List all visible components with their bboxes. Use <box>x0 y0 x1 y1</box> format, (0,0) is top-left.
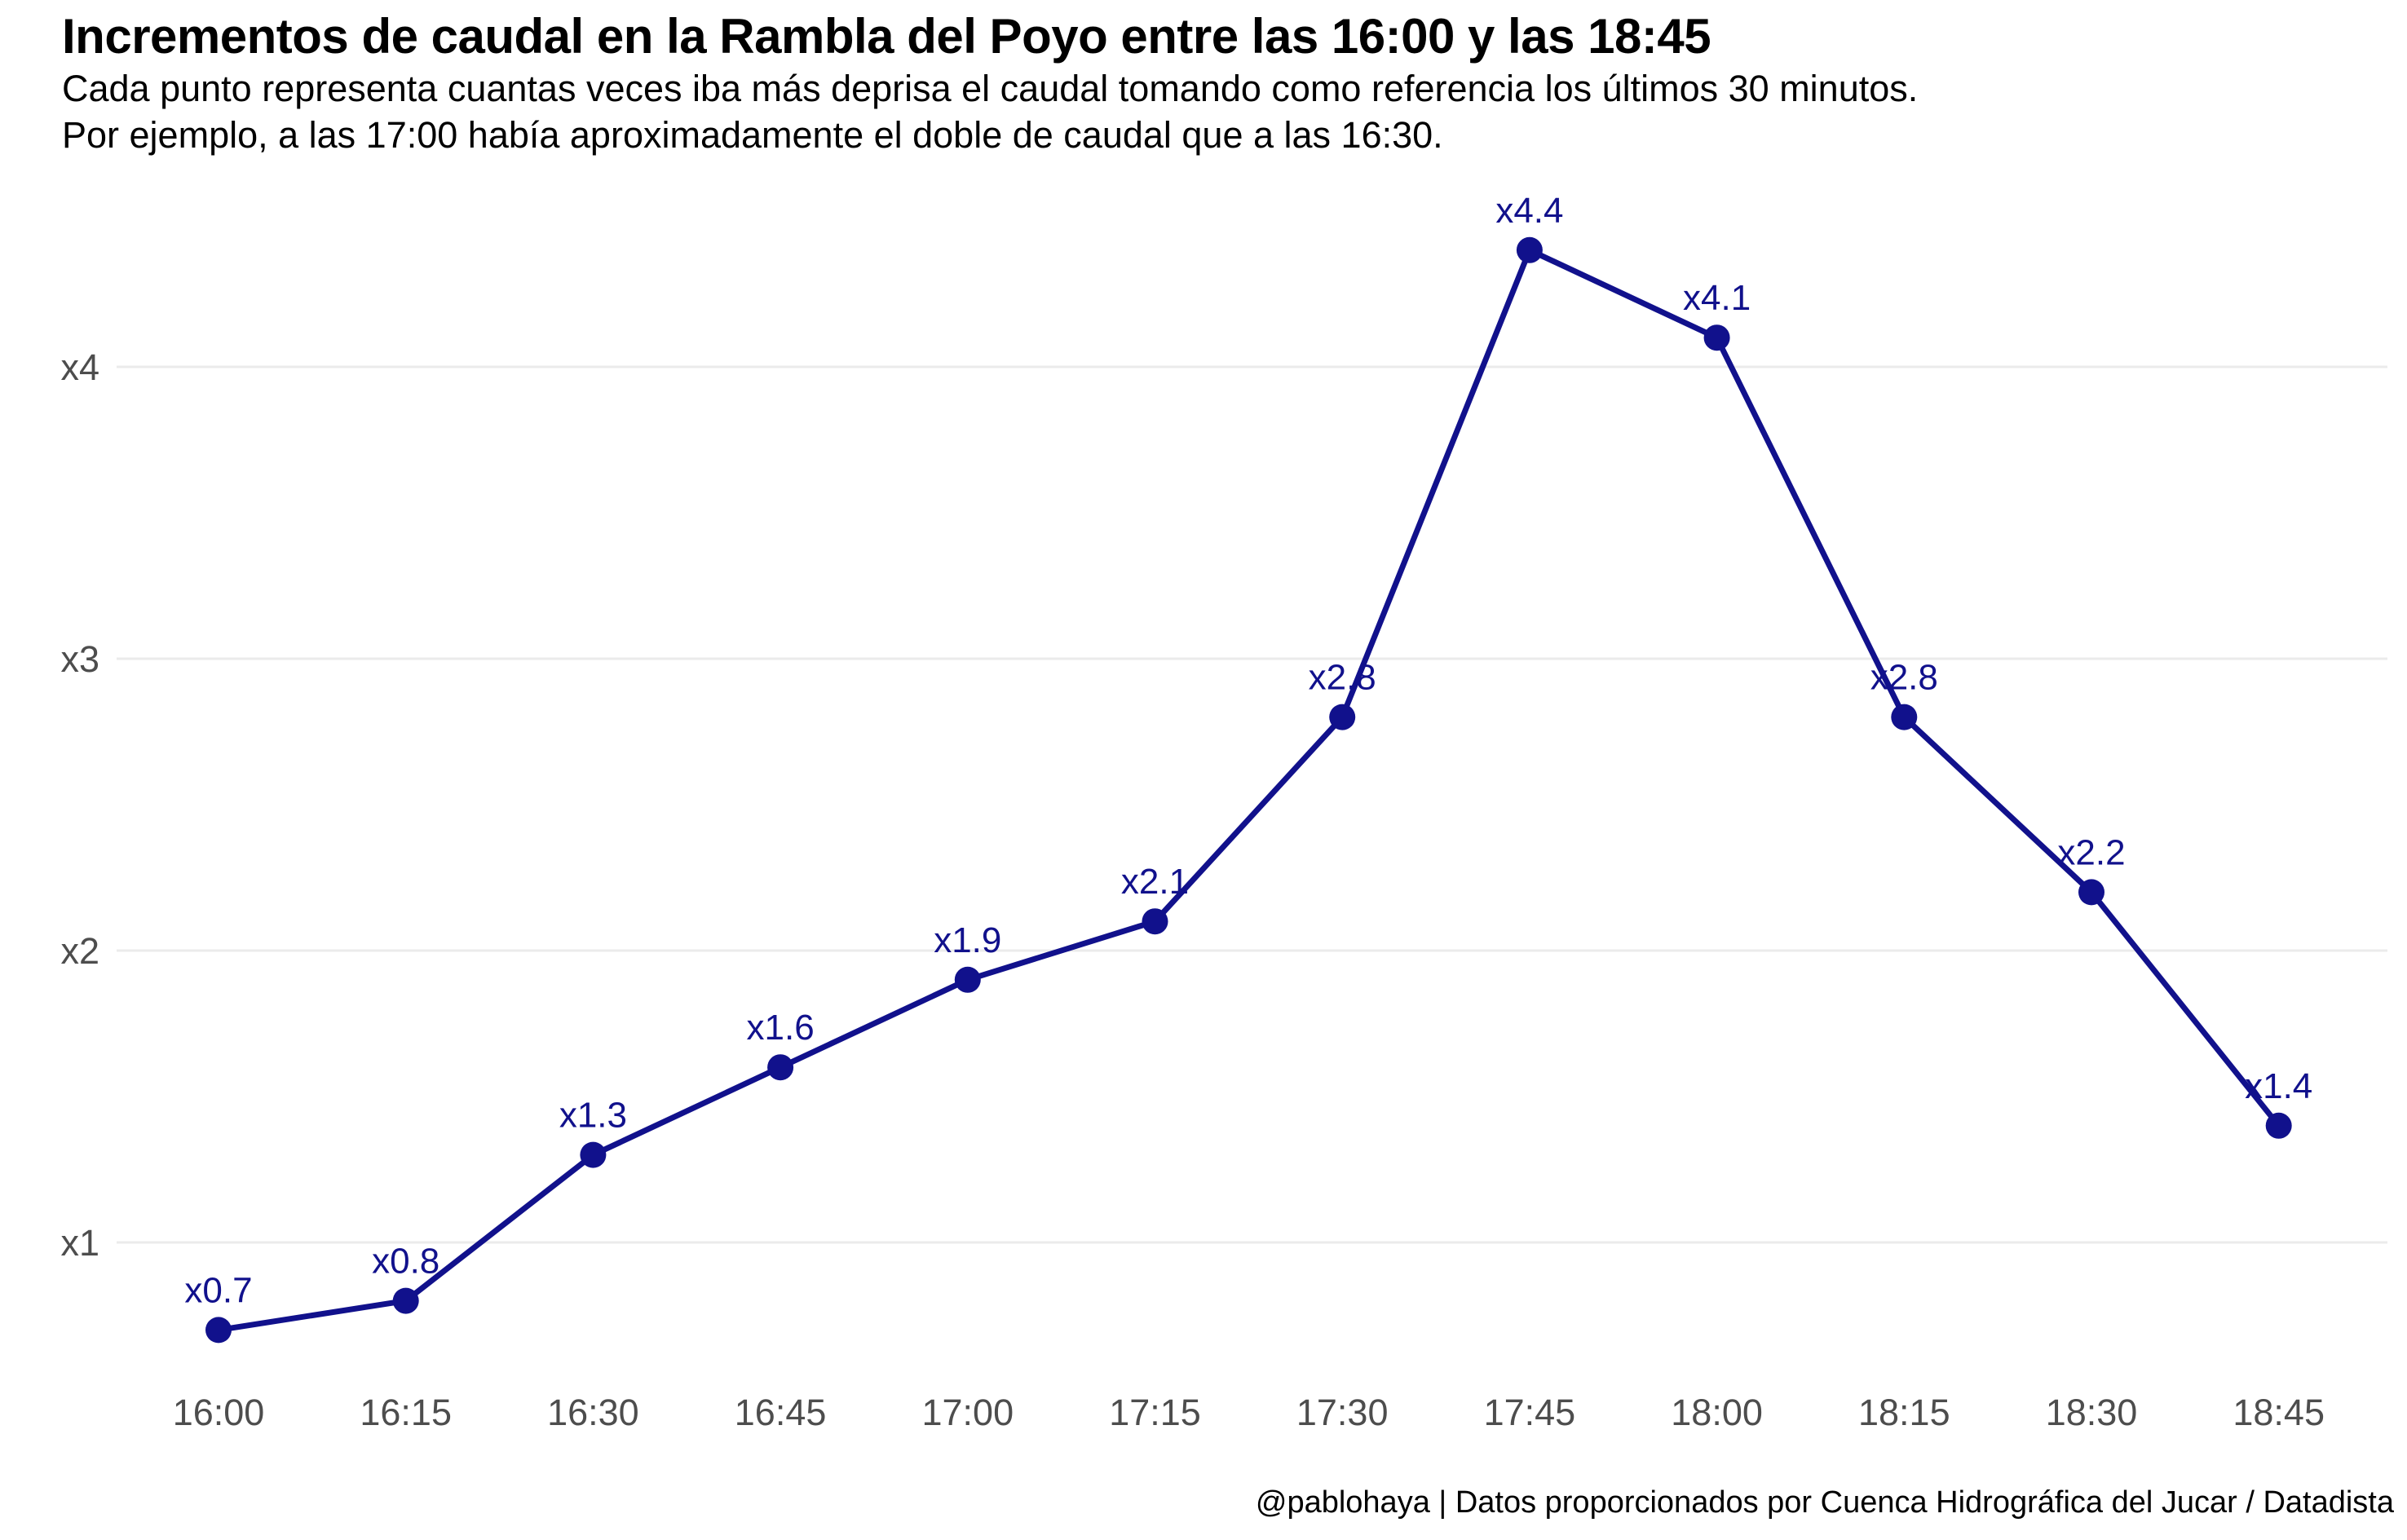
chart-source-caption: @pablohaya | Datos proporcionados por Cu… <box>1255 1485 2394 1520</box>
y-axis-tick-label: x4 <box>60 346 99 388</box>
x-axis-tick-label: 18:00 <box>1671 1392 1763 1433</box>
data-point-label: x1.4 <box>2245 1066 2312 1106</box>
y-axis-tick-label: x3 <box>60 638 99 680</box>
data-point-label: x0.8 <box>372 1242 439 1282</box>
x-axis-tick-label: 17:00 <box>921 1392 1014 1433</box>
data-point <box>2078 879 2104 906</box>
data-point <box>1329 704 1356 730</box>
data-point-label: x2.2 <box>2057 832 2125 872</box>
y-axis-tick-label: x2 <box>60 930 99 972</box>
x-axis-tick-label: 16:15 <box>360 1392 452 1433</box>
data-point <box>1142 908 1168 935</box>
data-point <box>767 1054 794 1081</box>
data-point <box>1891 704 1918 730</box>
x-axis-tick-label: 16:30 <box>547 1392 639 1433</box>
data-point-label: x2.8 <box>1309 658 1376 698</box>
data-point-label: x2.8 <box>1870 658 1938 698</box>
data-point-label: x1.9 <box>934 920 1001 960</box>
data-point-label: x1.3 <box>559 1096 627 1136</box>
data-point-label: x1.6 <box>747 1008 815 1048</box>
x-axis-tick-label: 18:45 <box>2233 1392 2325 1433</box>
y-axis-tick-label: x1 <box>60 1222 99 1264</box>
chart-title: Incrementos de caudal en la Rambla del P… <box>62 9 1711 64</box>
data-point-label: x0.7 <box>184 1270 252 1310</box>
data-point <box>1516 236 1543 263</box>
data-point <box>2265 1112 2292 1139</box>
chart-subtitle-line-1: Cada punto representa cuantas veces iba … <box>62 68 1919 109</box>
x-axis-tick-label: 17:15 <box>1109 1392 1201 1433</box>
data-point-label: x2.1 <box>1121 862 1189 902</box>
x-axis-tick-label: 18:30 <box>2046 1392 2138 1433</box>
x-axis-tick-label: 17:45 <box>1484 1392 1576 1433</box>
chart-subtitle-line-2: Por ejemplo, a las 17:00 había aproximad… <box>62 114 1443 156</box>
data-point-label: x4.1 <box>1683 278 1751 318</box>
data-point <box>1703 324 1730 351</box>
data-point <box>580 1141 607 1168</box>
data-point-label: x4.4 <box>1495 191 1563 231</box>
chart-subtitle: Cada punto representa cuantas veces iba … <box>62 65 1918 158</box>
data-point <box>205 1317 232 1344</box>
x-axis-tick-label: 16:00 <box>173 1392 265 1433</box>
x-axis-tick-label: 16:45 <box>735 1392 827 1433</box>
x-axis-tick-label: 17:30 <box>1296 1392 1389 1433</box>
data-point <box>954 966 981 993</box>
data-point <box>392 1287 419 1314</box>
x-axis-tick-label: 18:15 <box>1858 1392 1950 1433</box>
series-line <box>215 247 2282 1333</box>
